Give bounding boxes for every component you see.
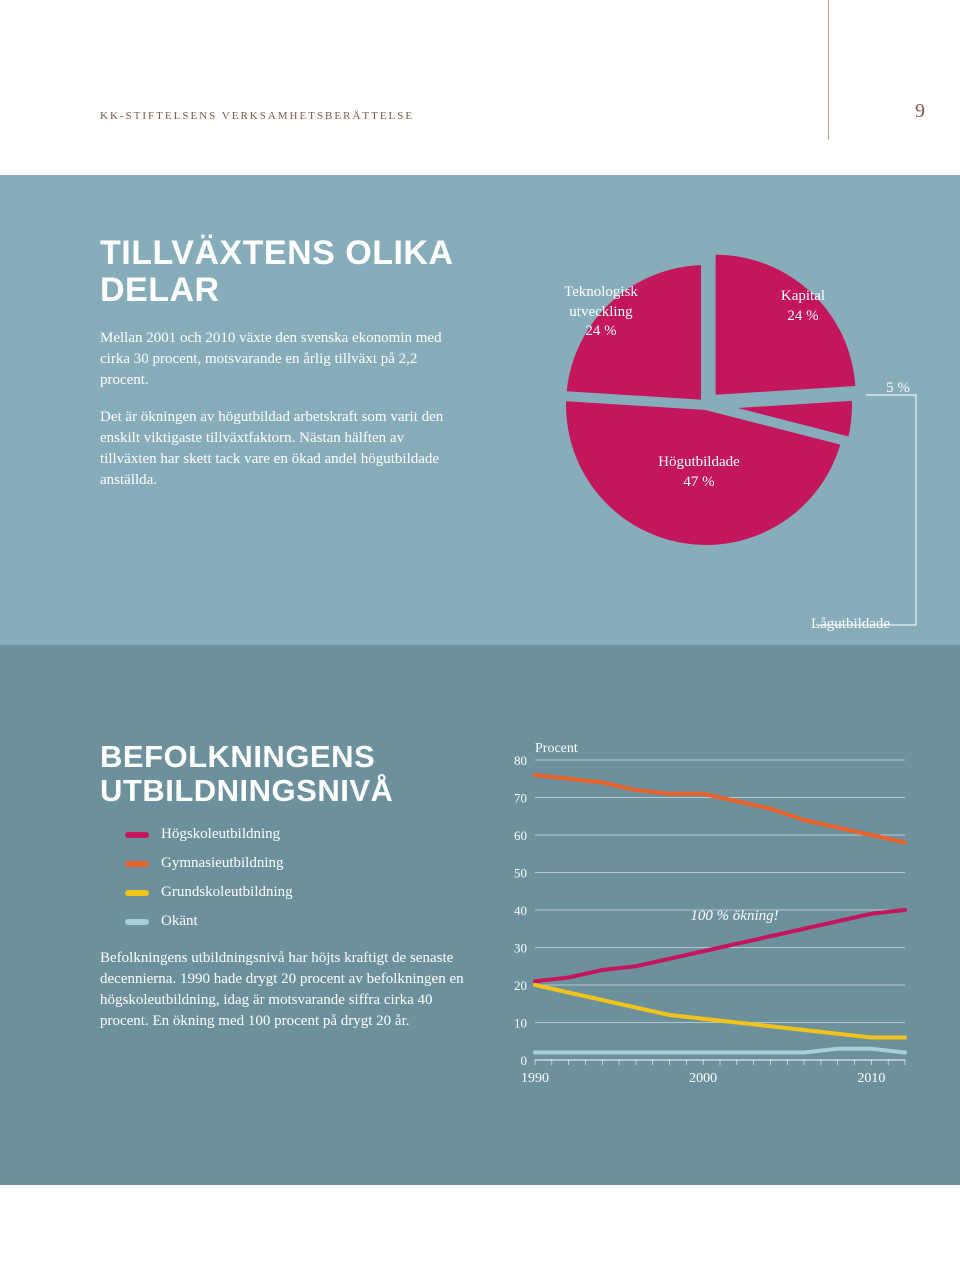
ytick-label: 30 xyxy=(514,941,527,956)
xtick-label: 2000 xyxy=(689,1071,717,1086)
series-line xyxy=(535,985,905,1038)
page-number: 9 xyxy=(915,100,925,123)
section2-title: BEFOLKNINGENS UTBILDNINGSNIVÅ xyxy=(100,740,465,808)
header-text: kk-stiftelsens verksamhetsberättelse xyxy=(100,110,414,122)
legend-swatch xyxy=(125,832,149,838)
section1-title: TILLVÄXTENS OLIKA DELAR xyxy=(100,235,456,310)
legend-item: Grundskoleutbildning xyxy=(125,884,465,901)
section-growth: TILLVÄXTENS OLIKA DELAR Mellan 2001 och … xyxy=(0,175,960,645)
xtick-label: 1990 xyxy=(521,1071,549,1086)
legend-item: Okänt xyxy=(125,913,465,930)
legend-label: Gymnasieutbildning xyxy=(161,855,284,872)
legend: Högskoleutbildning Gymnasieutbildning Grun… xyxy=(125,826,465,930)
line-chart: Procent 0 10 20 30 40 50 60 70 80 1990 2000 2010 100… xyxy=(495,740,910,1120)
line-svg: Procent 0 10 20 30 40 50 60 70 80 1990 2000 2010 xyxy=(495,740,915,1120)
xtick-label: 2010 xyxy=(858,1071,886,1086)
ytick-label: 20 xyxy=(514,978,527,993)
legend-item: Högskoleutbildning xyxy=(125,826,465,843)
ytick-label: 60 xyxy=(514,828,527,843)
chart-ylabel: Procent xyxy=(535,741,578,756)
ytick-label: 50 xyxy=(514,866,527,881)
legend-swatch xyxy=(125,861,149,867)
legend-item: Gymnasieutbildning xyxy=(125,855,465,872)
legend-swatch xyxy=(125,919,149,925)
section1-para2: Det är ökningen av högutbildad arbetskra… xyxy=(100,407,456,491)
pie-connector xyxy=(516,235,936,635)
section2-para: Befolkningens utbildningsnivå har höjts … xyxy=(100,948,465,1032)
ytick-label: 80 xyxy=(514,753,527,768)
page-header: kk-stiftelsens verksamhetsberättelse xyxy=(100,110,910,122)
legend-label: Högskoleutbildning xyxy=(161,826,280,843)
ytick-label: 0 xyxy=(521,1053,528,1068)
legend-swatch xyxy=(125,890,149,896)
ytick-label: 70 xyxy=(514,791,527,806)
section1-para1: Mellan 2001 och 2010 växte den svenska e… xyxy=(100,328,456,391)
chart-annotation: 100 % ökning! xyxy=(690,908,778,925)
legend-label: Grundskoleutbildning xyxy=(161,884,293,901)
series-line xyxy=(535,1049,905,1053)
ytick-label: 40 xyxy=(514,903,527,918)
pie-label-lagutbildade: Lågutbildade xyxy=(811,615,921,635)
series-line xyxy=(535,775,905,843)
ytick-label: 10 xyxy=(514,1016,527,1031)
pie-chart: Teknologisk utveckling 24 % Kapital 24 %… xyxy=(506,235,910,615)
section-education: BEFOLKNINGENS UTBILDNINGSNIVÅ Högskoleut… xyxy=(0,645,960,1185)
legend-label: Okänt xyxy=(161,913,198,930)
